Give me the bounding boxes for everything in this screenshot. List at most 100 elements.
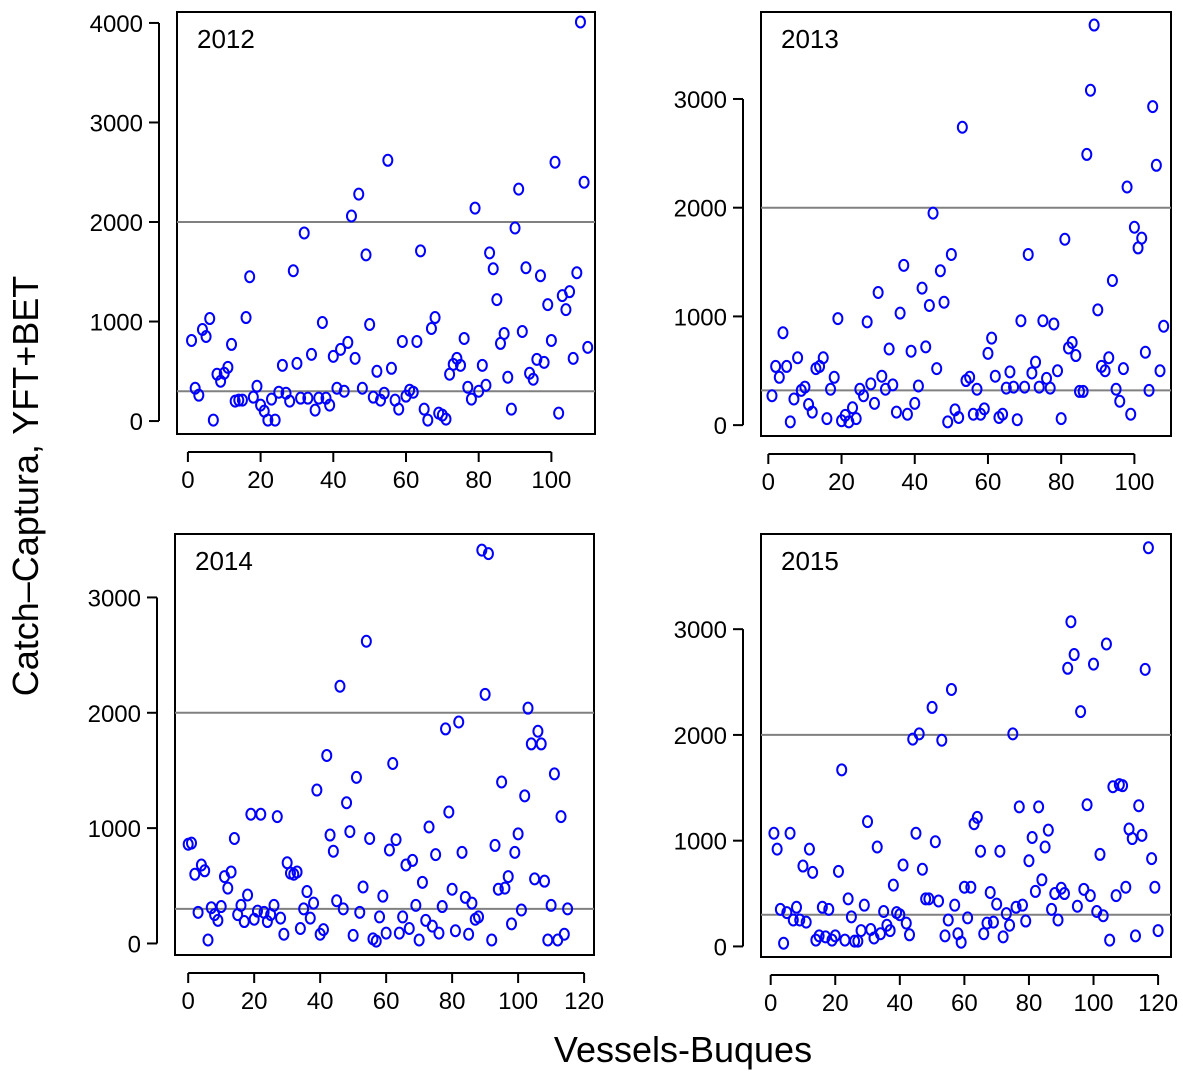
data-point [228, 832, 240, 846]
data-point [360, 248, 372, 262]
data-point [1097, 909, 1109, 923]
data-point [273, 385, 285, 399]
data-point [538, 355, 550, 369]
y-tick-label: 3000 [88, 585, 141, 612]
data-point [964, 370, 976, 384]
data-point [788, 392, 800, 406]
data-point [347, 928, 359, 942]
data-point [505, 402, 517, 416]
data-point [337, 902, 349, 916]
data-point [927, 206, 939, 220]
data-point [1149, 880, 1161, 894]
y-tick-label: 1000 [88, 816, 141, 843]
data-point [525, 737, 537, 751]
data-point [519, 789, 531, 803]
data-point [1010, 900, 1022, 914]
data-point [189, 867, 201, 881]
data-point [847, 401, 859, 415]
data-point [545, 333, 557, 347]
data-point [276, 358, 288, 372]
data-point [936, 733, 948, 747]
data-point [496, 775, 508, 789]
data-point [567, 351, 579, 365]
data-point [898, 258, 910, 272]
data-point [429, 311, 441, 325]
data-point [1129, 929, 1141, 943]
x-tick-label: 80 [1016, 990, 1043, 1017]
data-point [803, 842, 815, 856]
data-point [410, 898, 422, 912]
x-tick-label: 20 [828, 469, 855, 496]
data-point [887, 878, 899, 892]
data-point [938, 295, 950, 309]
data-point [905, 344, 917, 358]
y-tick-label: 1000 [674, 829, 727, 856]
data-point [965, 880, 977, 894]
data-point [934, 264, 946, 278]
data-point [415, 244, 427, 258]
data-point [456, 845, 468, 859]
data-point [269, 413, 281, 427]
data-point [548, 767, 560, 781]
data-point [971, 382, 983, 396]
data-point [251, 379, 263, 393]
data-point [810, 933, 822, 947]
x-tick-label: 40 [320, 467, 347, 494]
data-point [1073, 384, 1085, 398]
x-tick-label: 40 [886, 990, 913, 1017]
data-point [1139, 662, 1151, 676]
data-point [1147, 100, 1159, 114]
data-point [295, 391, 307, 405]
data-point [1142, 541, 1154, 555]
data-point [1154, 364, 1166, 378]
data-point [335, 342, 347, 356]
data-point [480, 378, 492, 392]
data-point [1008, 380, 1020, 394]
data-point [1092, 303, 1104, 317]
data-point [522, 701, 534, 715]
data-point [920, 340, 932, 354]
data-point [393, 402, 405, 416]
data-point [1029, 884, 1041, 898]
data-point [509, 221, 521, 235]
data-point [261, 915, 273, 929]
data-point [498, 326, 510, 340]
data-point [262, 413, 274, 427]
data-point [791, 900, 803, 914]
data-point [350, 770, 362, 784]
data-point [242, 888, 254, 902]
data-point [978, 927, 990, 941]
data-point [473, 910, 485, 924]
data-point [527, 372, 539, 386]
data-point [422, 413, 434, 427]
data-point [356, 381, 368, 395]
data-point [1000, 907, 1012, 921]
data-point [987, 915, 999, 929]
x-axis-title: Vessels-Buques [554, 1029, 812, 1070]
data-point [506, 917, 518, 931]
data-point [956, 120, 968, 134]
data-point [440, 722, 452, 736]
data-point [371, 364, 383, 378]
data-point [916, 281, 928, 295]
data-point [1094, 847, 1106, 861]
data-point [484, 246, 496, 260]
data-point [887, 378, 899, 392]
data-point [377, 889, 389, 903]
data-point [529, 872, 541, 886]
data-point [236, 393, 248, 407]
data-point [1062, 661, 1074, 675]
data-point [317, 923, 329, 937]
data-point [512, 827, 524, 841]
data-point [784, 826, 796, 840]
data-point [1015, 314, 1027, 328]
data-point [482, 547, 494, 561]
data-point [1068, 648, 1080, 662]
data-point [334, 679, 346, 693]
panel-year-label: 2015 [781, 546, 839, 576]
y-tick-label: 2000 [674, 723, 727, 750]
data-point [828, 370, 840, 384]
y-tick-label: 2000 [90, 210, 143, 237]
data-point [813, 929, 825, 943]
data-point [890, 405, 902, 419]
